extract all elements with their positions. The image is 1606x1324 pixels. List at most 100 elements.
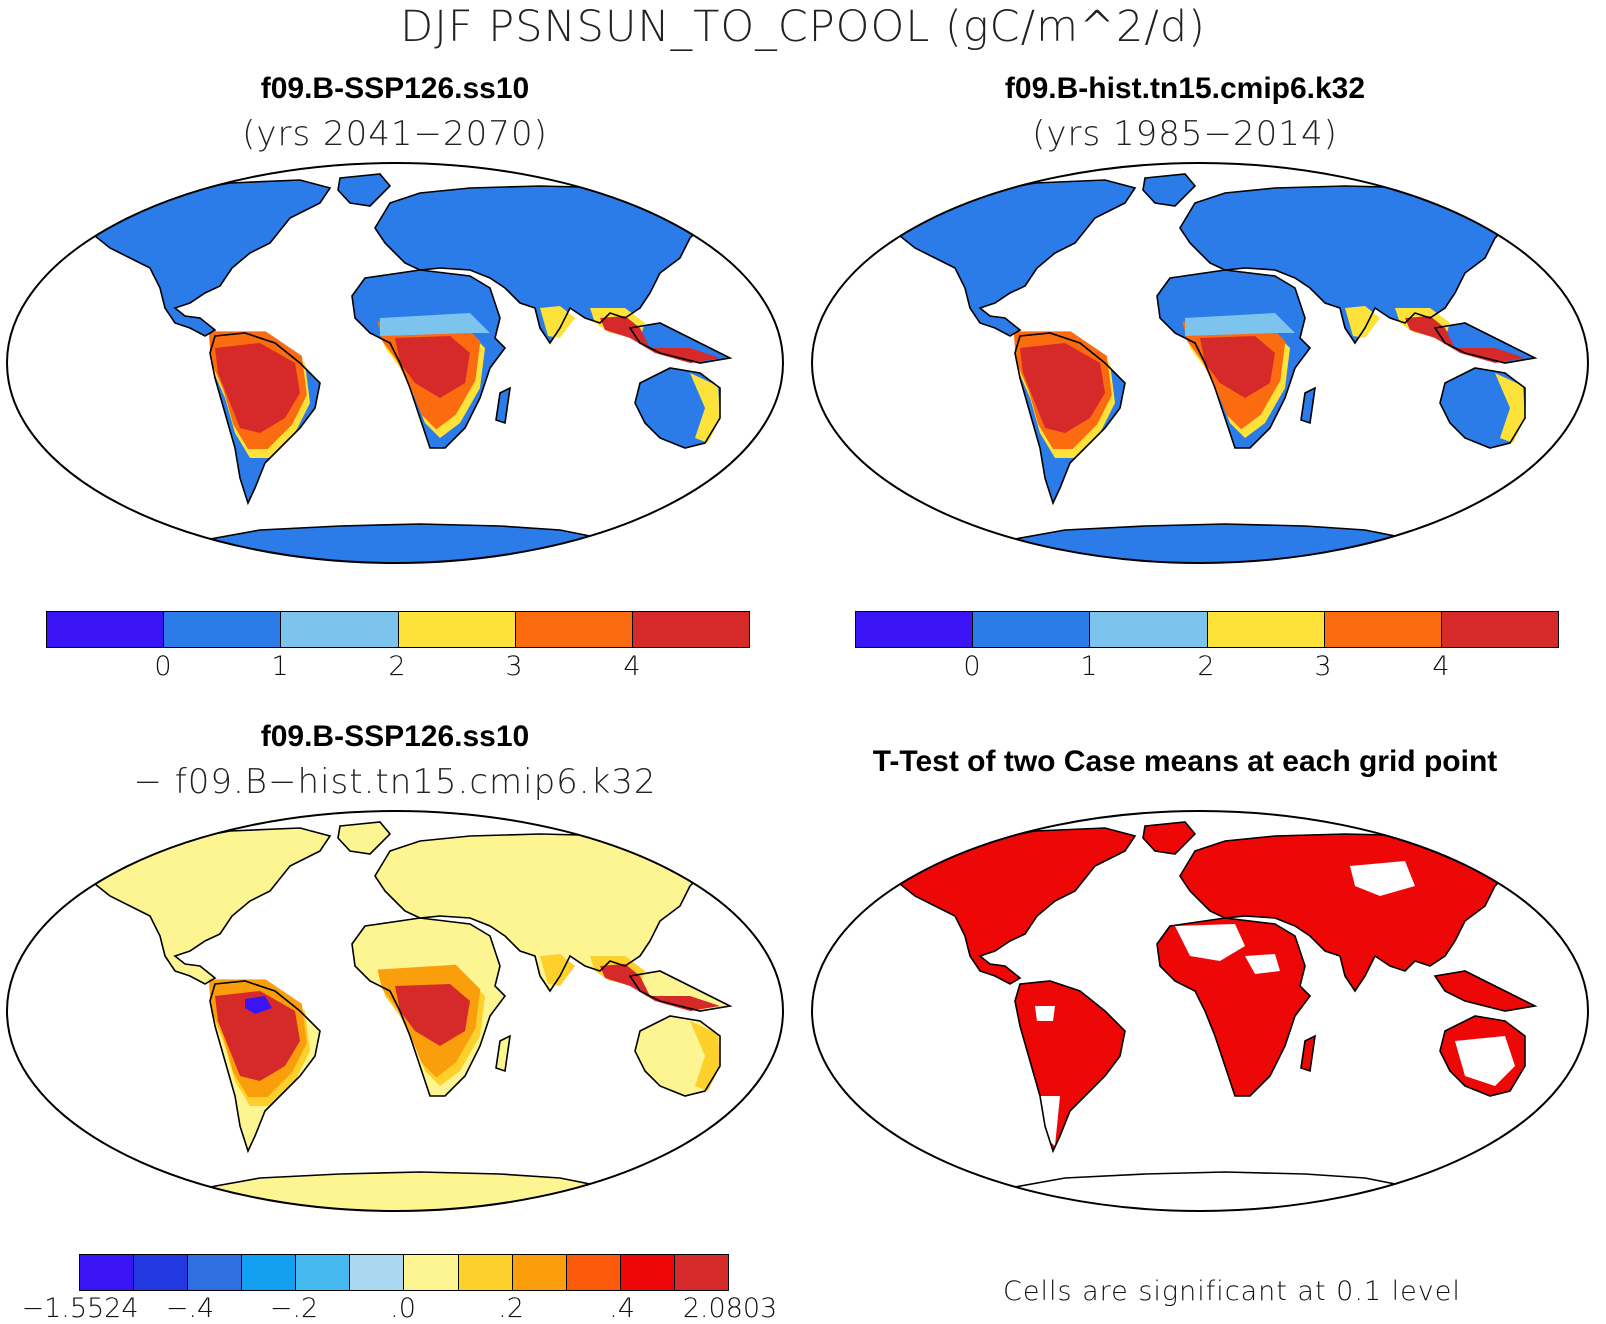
coastline-antarctica bbox=[961, 523, 1456, 563]
map-border bbox=[811, 810, 1589, 1212]
coastline-namerica bbox=[94, 179, 332, 337]
coastline-indonesia bbox=[628, 322, 733, 364]
colorbar-bottom-left-cell bbox=[134, 1255, 189, 1290]
colorbar-top-right-cell bbox=[1441, 612, 1559, 647]
nonsignificant-area bbox=[1035, 1006, 1055, 1021]
land-indonesia bbox=[1435, 971, 1535, 1011]
colorbar-top-right-cell bbox=[856, 612, 974, 647]
coastline-namerica bbox=[94, 827, 332, 985]
coastline-antarctica bbox=[156, 1171, 651, 1211]
region-high-amazon bbox=[215, 991, 300, 1081]
land-eurasia bbox=[1180, 186, 1535, 343]
colorbar-bottom-left-cell bbox=[242, 1255, 297, 1290]
land-nz bbox=[1561, 1091, 1573, 1111]
land-namerica bbox=[95, 180, 330, 336]
coastline-samerica bbox=[1014, 332, 1126, 506]
region-high-congo bbox=[395, 336, 470, 398]
coastline-madagascar bbox=[495, 386, 512, 425]
coastline-africa bbox=[1156, 269, 1312, 449]
coastline-australia bbox=[634, 1015, 721, 1097]
region-mid-aus bbox=[1495, 373, 1525, 443]
nonsignificant-area bbox=[1245, 954, 1280, 974]
colorbar-bottom-left-cell bbox=[620, 1255, 675, 1290]
colorbar-top-left bbox=[46, 611, 750, 648]
coastline-africa bbox=[351, 917, 507, 1097]
colorbar-bottom-left-cell bbox=[350, 1255, 405, 1290]
coastline-indonesia bbox=[628, 970, 733, 1012]
colorbar-top-left-cell bbox=[164, 612, 282, 647]
nonsignificant-area bbox=[1175, 924, 1245, 961]
land-eurasia bbox=[1180, 834, 1535, 991]
region-mid-aus bbox=[690, 373, 720, 443]
colorbar-top-right-tick-label: 0 bbox=[963, 651, 981, 682]
coastline-samerica bbox=[209, 980, 321, 1154]
colorbar-top-right-tick-label: 3 bbox=[1314, 651, 1332, 682]
colorbar-bottom-left-cell bbox=[566, 1255, 621, 1290]
coastline-nz bbox=[1559, 1089, 1575, 1112]
region-high-congo bbox=[395, 984, 470, 1046]
coastline-greenland bbox=[337, 173, 392, 207]
region-mid-aus bbox=[690, 1021, 720, 1091]
map-panel-top-left bbox=[6, 162, 784, 564]
panel-title-bottom-left: f09.B-SSP126.ss10 bbox=[260, 720, 530, 753]
land-namerica bbox=[900, 828, 1135, 984]
colorbar-top-right-tick-label: 4 bbox=[1432, 651, 1450, 682]
colorbar-bottom-left-tick-label: 2.0803 bbox=[682, 1293, 778, 1324]
land-nz bbox=[756, 1091, 768, 1111]
coastline-greenland bbox=[1142, 173, 1197, 207]
colorbar-top-right-cell bbox=[1090, 612, 1208, 647]
map-panel-bottom-right bbox=[811, 810, 1589, 1212]
region-light-sahel bbox=[1185, 313, 1295, 336]
colorbar-bottom-left-cell bbox=[188, 1255, 243, 1290]
colorbar-bottom-left-cell bbox=[296, 1255, 351, 1290]
map-border bbox=[811, 162, 1589, 564]
region-high-amazon bbox=[215, 343, 300, 433]
land-eurasia bbox=[375, 186, 730, 343]
colorbar-top-right-tick-label: 2 bbox=[1197, 651, 1215, 682]
colorbar-top-right-cell bbox=[1207, 612, 1325, 647]
colorbar-bottom-left-tick-label: .2 bbox=[498, 1293, 524, 1324]
land-eurasia bbox=[375, 834, 730, 991]
region-light-sahel bbox=[380, 313, 490, 336]
panel-subtitle-bottom-left: − f09.B−hist.tn15.cmip6.k32 bbox=[133, 762, 657, 802]
colorbar-bottom-left-cell bbox=[404, 1255, 459, 1290]
colorbar-bottom-left-tick-label: .4 bbox=[609, 1293, 635, 1324]
nonsignificant-area bbox=[1350, 861, 1415, 896]
coastline-antarctica bbox=[961, 1171, 1456, 1211]
coastline-madagascar bbox=[1300, 1034, 1317, 1073]
colorbar-bottom-left-tick-label: .0 bbox=[390, 1293, 416, 1324]
colorbar-bottom-left-tick-label: −1.5524 bbox=[21, 1293, 139, 1324]
colorbar-top-left-cell bbox=[515, 612, 633, 647]
colorbar-bottom-left-tick-label: −.2 bbox=[269, 1293, 319, 1324]
colorbar-bottom-left-cell bbox=[674, 1255, 728, 1290]
colorbar-top-right bbox=[855, 611, 1559, 648]
land-nz bbox=[756, 443, 768, 463]
map-panel-bottom-left bbox=[6, 810, 784, 1212]
land-nz bbox=[1561, 443, 1573, 463]
colorbar-bottom-left-cell bbox=[512, 1255, 567, 1290]
coastline-samerica bbox=[209, 332, 321, 506]
colorbar-top-left-tick-label: 3 bbox=[505, 651, 523, 682]
panel-subtitle-top-left: (yrs 2041−2070) bbox=[242, 114, 548, 154]
coastline-nz bbox=[754, 1089, 770, 1112]
coastline-greenland bbox=[1142, 821, 1197, 855]
nonsignificant-area bbox=[1455, 1036, 1515, 1086]
colorbar-bottom-left-tick-label: −.4 bbox=[165, 1293, 215, 1324]
coastline-africa bbox=[351, 269, 507, 449]
figure-title: DJF PSNSUN_TO_CPOOL (gC/m^2/d) bbox=[400, 2, 1206, 52]
panel-title-top-left: f09.B-SSP126.ss10 bbox=[260, 72, 530, 105]
panel-subtitle-top-right: (yrs 1985−2014) bbox=[1032, 114, 1338, 154]
coastline-africa bbox=[1156, 917, 1312, 1097]
panel-title-top-right: f09.B-hist.tn15.cmip6.k32 bbox=[1004, 72, 1366, 105]
coastline-namerica bbox=[899, 179, 1137, 337]
map-border bbox=[6, 162, 784, 564]
colorbar-top-left-tick-label: 4 bbox=[623, 651, 641, 682]
coastline-samerica bbox=[1014, 980, 1126, 1154]
region-high-congo bbox=[1200, 336, 1275, 398]
colorbar-top-left-cell bbox=[47, 612, 165, 647]
land-namerica bbox=[900, 180, 1135, 336]
nonsignificant-area bbox=[1040, 1096, 1060, 1146]
map-border bbox=[6, 810, 784, 1212]
colorbar-top-left-tick-label: 1 bbox=[271, 651, 289, 682]
panel-title-bottom-right: T-Test of two Case means at each grid po… bbox=[872, 745, 1498, 778]
